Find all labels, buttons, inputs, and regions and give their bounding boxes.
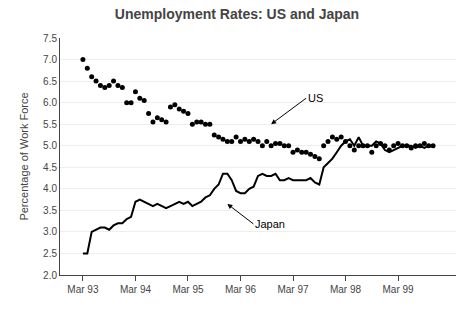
svg-text:Mar 99: Mar 99 [382, 284, 414, 295]
svg-text:4.0: 4.0 [43, 183, 57, 194]
svg-text:Mar 98: Mar 98 [330, 284, 362, 295]
svg-text:7.5: 7.5 [43, 33, 57, 44]
svg-text:5.0: 5.0 [43, 140, 57, 151]
svg-text:4.5: 4.5 [43, 162, 57, 173]
svg-text:Mar 93: Mar 93 [67, 284, 99, 295]
svg-text:Mar 95: Mar 95 [172, 284, 204, 295]
svg-text:Mar 97: Mar 97 [277, 284, 309, 295]
svg-text:6.5: 6.5 [43, 76, 57, 87]
svg-text:7.0: 7.0 [43, 54, 57, 65]
svg-text:6.0: 6.0 [43, 97, 57, 108]
svg-text:3.5: 3.5 [43, 205, 57, 216]
svg-text:2.5: 2.5 [43, 248, 57, 259]
svg-text:Mar 94: Mar 94 [120, 284, 152, 295]
svg-text:US: US [308, 92, 323, 104]
svg-text:Percentage of Work Force: Percentage of Work Force [18, 92, 30, 220]
svg-text:3.0: 3.0 [43, 226, 57, 237]
svg-text:Japan: Japan [255, 218, 285, 230]
svg-text:Unemployment Rates: US and Jap: Unemployment Rates: US and Japan [115, 6, 359, 22]
svg-text:2.0: 2.0 [43, 270, 57, 281]
svg-text:Mar 96: Mar 96 [225, 284, 257, 295]
svg-text:5.5: 5.5 [43, 119, 57, 130]
